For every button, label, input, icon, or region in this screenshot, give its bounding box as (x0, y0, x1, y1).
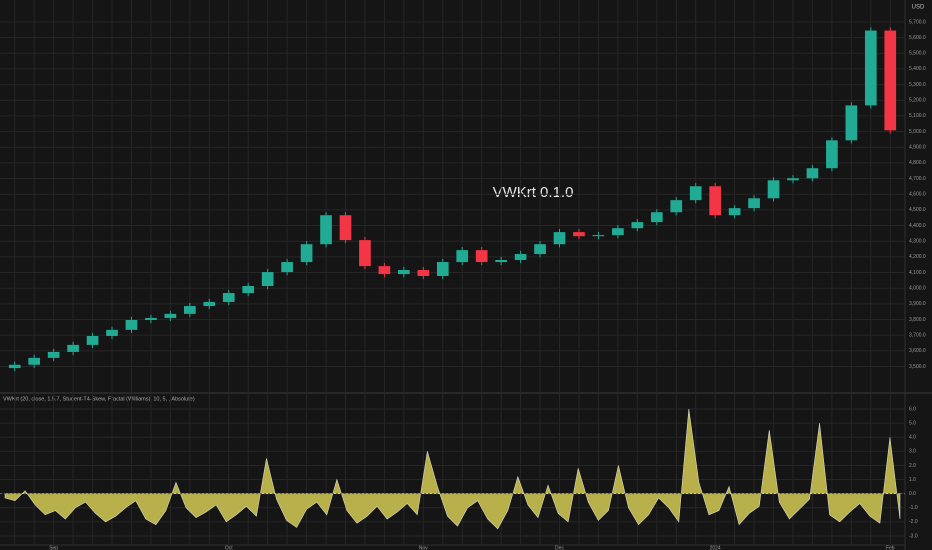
candle-body (125, 319, 138, 330)
y-tick-label: 4,300.0 (909, 239, 926, 245)
candle-body (47, 351, 60, 358)
candle-body (514, 254, 527, 260)
y-tick-label: 4,700.0 (909, 176, 926, 182)
y-tick-label: 5,600.0 (909, 35, 926, 41)
candle-body (534, 244, 546, 255)
candle-body (806, 168, 819, 179)
candle-body (28, 357, 41, 365)
candle-body (398, 270, 410, 275)
candle-body (787, 178, 799, 181)
y-tick-label: 3,600.0 (909, 348, 926, 354)
candle-body (612, 228, 624, 236)
currency-label: USD (912, 5, 925, 11)
y-tick-label: 5,200.0 (909, 98, 926, 104)
candle-body (475, 250, 488, 263)
candle-body (650, 212, 663, 223)
y-tick-label: 5.0 (909, 420, 916, 426)
candle-body (242, 286, 255, 294)
candle-body (553, 232, 566, 245)
candle-body (86, 335, 99, 345)
y-tick-label: 4.0 (909, 435, 916, 441)
y-tick-label: 5,700.0 (909, 19, 926, 25)
candle-body (300, 244, 313, 263)
candle-body (106, 329, 118, 336)
candle-body (184, 306, 196, 314)
y-tick-label: 4,400.0 (909, 223, 926, 229)
candle-body (884, 30, 897, 131)
candle-body (826, 140, 838, 169)
candle-body (261, 272, 274, 286)
candle-body (631, 222, 644, 229)
candle-body (495, 260, 507, 263)
candle-body (573, 232, 585, 237)
candle-body (592, 235, 605, 237)
y-tick-label: 4,200.0 (909, 254, 926, 260)
candle-body (8, 364, 21, 369)
candle-body (203, 301, 216, 307)
y-tick-label: 5,100.0 (909, 113, 926, 119)
candle-body (709, 186, 721, 216)
candle-body (670, 200, 683, 213)
y-tick-label: 4,900.0 (909, 145, 926, 151)
candle-body (164, 313, 177, 318)
y-tick-label: -2.0 (909, 519, 918, 525)
y-tick-label: 5,000.0 (909, 129, 926, 135)
candle-body (145, 317, 157, 320)
x-tick-label: Nov (419, 545, 428, 550)
y-tick-label: -1.0 (909, 505, 918, 511)
candle-body (281, 262, 293, 273)
candle-body (748, 198, 760, 209)
y-tick-label: 4,600.0 (909, 192, 926, 198)
y-tick-label: 0.0 (909, 491, 916, 497)
y-tick-label: 4,500.0 (909, 207, 926, 213)
candle-body (359, 240, 371, 267)
y-tick-label: 3.0 (909, 449, 916, 455)
y-tick-label: 3,900.0 (909, 301, 926, 307)
x-tick-label: Oct (225, 545, 233, 550)
candle-body (689, 186, 702, 201)
candle-body (864, 30, 877, 106)
x-tick-label: Dec (555, 545, 564, 550)
candle-body (456, 250, 469, 263)
y-tick-label: 5,500.0 (909, 51, 926, 57)
candle-body (436, 262, 449, 276)
candle-body (728, 208, 741, 216)
candle-body (339, 215, 352, 241)
x-tick-label: Sep (49, 545, 58, 550)
y-tick-label: 3,500.0 (909, 364, 926, 370)
candle-body (222, 293, 235, 302)
y-tick-label: 4,100.0 (909, 270, 926, 276)
indicator-label: VWKrt (20, close, 1.5.7, Student-T4-Skew… (3, 396, 195, 402)
candle-body (845, 105, 858, 141)
candle-body (320, 215, 332, 245)
chart-title: VWKrt 0.1.0 (493, 184, 574, 201)
y-tick-label: 5,300.0 (909, 82, 926, 88)
candle-body (767, 180, 780, 199)
y-tick-label: 3,800.0 (909, 317, 926, 323)
candle-body (417, 270, 430, 276)
y-tick-label: 1.0 (909, 477, 916, 483)
x-tick-label: Feb (886, 545, 895, 550)
y-tick-label: 3,700.0 (909, 333, 926, 339)
candle-body (378, 266, 391, 275)
y-tick-label: 6.0 (909, 406, 916, 412)
candle-body (67, 344, 79, 352)
x-tick-label: 2024 (710, 545, 721, 550)
y-tick-label: 5,400.0 (909, 66, 926, 72)
y-tick-label: 4,000.0 (909, 286, 926, 292)
y-tick-label: 2.0 (909, 463, 916, 469)
y-tick-label: -3.0 (909, 533, 918, 539)
oscillator-area (4, 409, 901, 530)
y-tick-label: 4,800.0 (909, 160, 926, 166)
